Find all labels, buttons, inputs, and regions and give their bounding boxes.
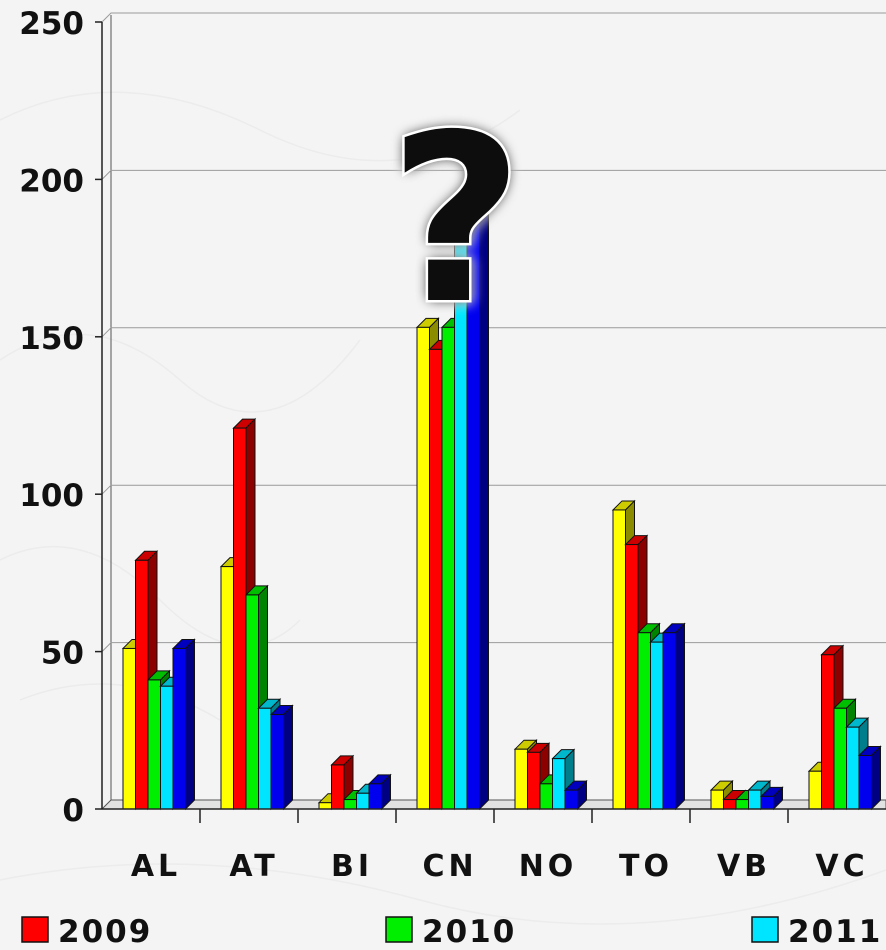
x-tick-label: AT [229, 849, 278, 884]
bar [367, 773, 392, 811]
x-tick-label: AL [131, 849, 181, 884]
bar-front [564, 789, 578, 810]
gridline [101, 169, 886, 180]
x-tick-label: BI [331, 849, 373, 884]
bar [269, 704, 294, 811]
bar-front [650, 641, 664, 810]
x-tick-label: TO [619, 849, 673, 884]
gridline [101, 484, 886, 495]
bar-front [368, 783, 382, 810]
legend-swatch [751, 916, 779, 943]
bar-front [160, 685, 174, 810]
y-tick-label: 0 [62, 793, 84, 829]
bar [563, 779, 588, 811]
legend-swatch [385, 916, 413, 943]
legend-label: 2010 [422, 914, 516, 945]
bar [171, 638, 196, 811]
bar-front [637, 632, 651, 810]
x-tick-label: NO [519, 849, 578, 884]
bar [661, 622, 686, 811]
legend-item: 2009 [21, 914, 152, 950]
bar-front [122, 647, 136, 810]
bar-front [527, 751, 541, 810]
bar-front [625, 544, 639, 810]
bar-side [675, 622, 685, 811]
bar-front [220, 566, 234, 810]
bar-front [662, 632, 676, 810]
bar-front [343, 799, 357, 810]
bar-front [441, 326, 455, 810]
gridline [101, 642, 886, 652]
bar-front [710, 789, 724, 810]
bar-front [416, 326, 430, 810]
bar-front [821, 654, 835, 810]
bar-side [871, 745, 881, 811]
legend-swatch [21, 916, 49, 943]
legend-label: 2009 [58, 914, 152, 945]
background-texture [0, 91, 886, 925]
bar [465, 137, 490, 811]
y-tick-label: 250 [19, 6, 84, 42]
bar-front [760, 795, 774, 810]
bar-front [318, 802, 332, 810]
y-tick-label: 100 [19, 478, 84, 514]
bar-front [846, 726, 860, 810]
x-tick-label: VB [717, 849, 771, 884]
bar-side [283, 704, 293, 811]
bar [759, 786, 784, 811]
y-tick-label: 200 [19, 163, 84, 199]
bar [857, 745, 882, 811]
bar-front [172, 647, 186, 810]
bar-front [748, 789, 762, 810]
bar-side [185, 638, 195, 811]
x-tick-label: CN [422, 849, 477, 884]
bar-front [429, 348, 443, 810]
gridline [101, 12, 886, 23]
bar-front [858, 754, 872, 810]
y-tick-label: 50 [41, 636, 84, 672]
bar-front [552, 758, 566, 810]
x-tick-label: VC [815, 849, 868, 884]
y-tick-label: 150 [19, 321, 84, 357]
bar-front [270, 714, 284, 810]
legend-label: 2011 [788, 914, 882, 945]
bar-front [233, 427, 247, 810]
bar-front [135, 559, 149, 810]
bar-front [735, 799, 749, 810]
bar-front [723, 799, 737, 810]
legend-item: 2011 [751, 914, 882, 950]
bar-front [514, 748, 528, 810]
annotation-question-mark: ? [389, 85, 524, 355]
bar-front [331, 764, 345, 810]
legend-item: 2010 [385, 914, 516, 950]
bar-front [356, 792, 370, 810]
bar-front [833, 707, 847, 810]
bar-front [245, 594, 259, 810]
bar-front [612, 509, 626, 810]
bar-front [258, 707, 272, 810]
bar-front [808, 770, 822, 810]
bar-front [539, 783, 553, 810]
gridline [101, 327, 886, 338]
bar-front [147, 679, 161, 810]
